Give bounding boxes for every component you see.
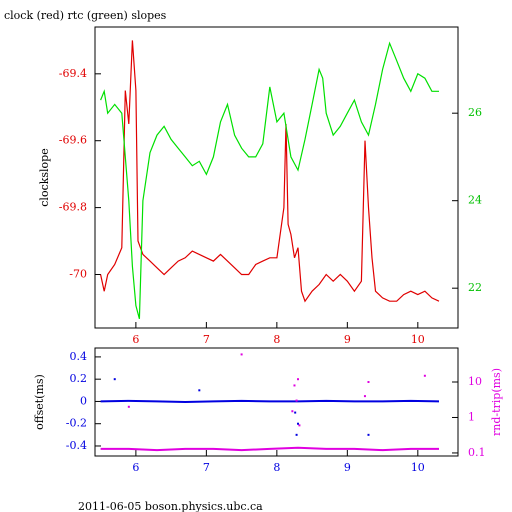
y2-tick-label: 26 — [468, 106, 482, 119]
point — [127, 405, 130, 408]
y2-tick-label: 22 — [468, 281, 482, 294]
x-tick-label: 8 — [273, 461, 280, 474]
point — [294, 411, 297, 414]
y2-axis-label: rnd-trip(ms) — [490, 368, 503, 436]
series-line — [100, 41, 439, 319]
y2-tick-label: 10 — [468, 375, 482, 388]
x-tick-label: 10 — [411, 461, 425, 474]
point — [198, 389, 201, 392]
series-line — [100, 399, 440, 404]
series-line — [100, 446, 439, 452]
point — [296, 422, 299, 425]
point — [293, 384, 296, 387]
x-tick-label: 9 — [344, 461, 351, 474]
point — [367, 433, 370, 436]
point — [295, 399, 298, 402]
y2-tick-label: 1 — [468, 410, 475, 423]
series-line — [100, 40, 440, 303]
x-tick-label: 7 — [203, 461, 210, 474]
y2-tick-label: 24 — [468, 194, 482, 207]
plot-frame — [94, 26, 459, 329]
x-tick-label: 7 — [203, 333, 210, 346]
point — [291, 410, 294, 413]
footer: 2011-06-05 boson.physics.ubc.ca — [78, 500, 263, 512]
chart-title: clock (red) rtc (green) slopes — [4, 9, 167, 22]
y-tick-label: -70 — [69, 267, 87, 280]
y-tick-label: 0 — [80, 394, 87, 407]
y-tick-label: -69.4 — [59, 67, 87, 80]
point — [240, 353, 243, 356]
x-tick-label: 9 — [344, 333, 351, 346]
y-axis-label: offset(ms) — [33, 374, 46, 430]
y-tick-label: 0.4 — [70, 350, 88, 363]
y-axis-label: clockslope — [38, 148, 51, 206]
y-tick-label: -0.2 — [66, 417, 87, 430]
x-tick-label: 6 — [132, 461, 139, 474]
point — [113, 378, 116, 381]
y-tick-label: -69.6 — [59, 134, 87, 147]
point — [423, 374, 426, 377]
x-tick-label: 6 — [132, 333, 139, 346]
x-tick-label: 8 — [273, 333, 280, 346]
point — [367, 381, 370, 384]
point — [298, 424, 301, 427]
y-tick-label: -0.4 — [66, 439, 87, 452]
y-tick-label: -69.8 — [59, 201, 87, 214]
y-tick-label: 0.2 — [70, 372, 88, 385]
point — [363, 395, 366, 398]
point — [296, 378, 299, 381]
y2-tick-label: 0.1 — [468, 446, 486, 459]
point — [295, 433, 298, 436]
x-tick-label: 10 — [411, 333, 425, 346]
